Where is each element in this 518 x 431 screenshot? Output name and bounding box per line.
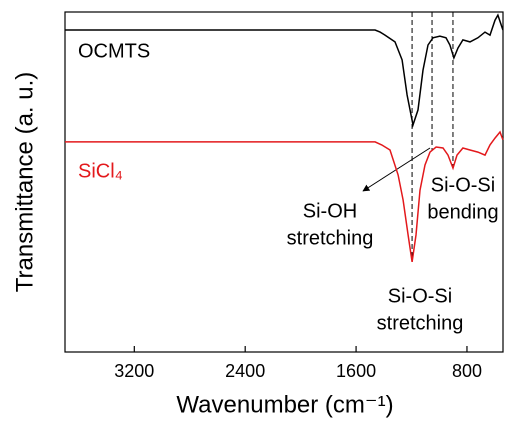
plot-frame: [64, 11, 504, 353]
x-tick-label: 1600: [336, 361, 376, 381]
series-line: [65, 13, 504, 128]
x-tick-label: 3200: [114, 361, 154, 381]
x-tick-label: 800: [452, 361, 482, 381]
annotation: bending: [427, 201, 498, 223]
x-axis-label: Wavenumber (cm⁻¹): [176, 391, 393, 418]
annotation: Si-OH: [303, 200, 357, 222]
series-label: SiCl₄: [78, 160, 123, 182]
annotation: stretching: [287, 227, 374, 249]
series-label: OCMTS: [78, 40, 150, 62]
y-axis-label: Transmittance (a. u.): [11, 72, 38, 293]
series-line: [65, 130, 504, 263]
annotation: Si-O-Si: [431, 174, 495, 196]
annotation: stretching: [377, 312, 464, 334]
annotation: Si-O-Si: [388, 285, 452, 307]
x-tick-label: 2400: [225, 361, 265, 381]
